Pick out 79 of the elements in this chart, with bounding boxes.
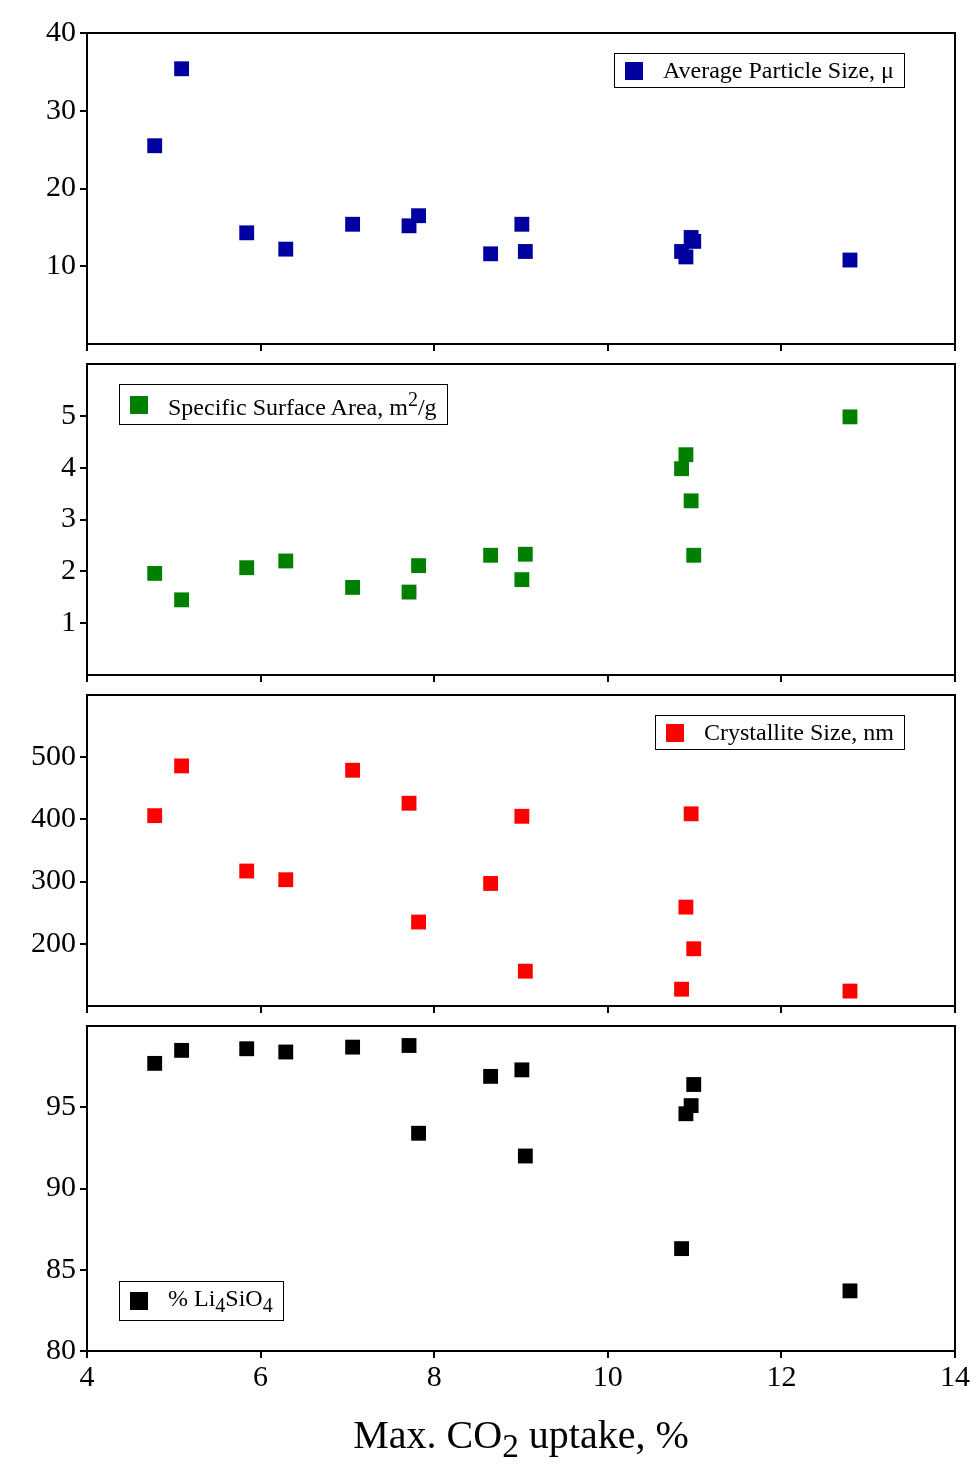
point — [401, 795, 417, 811]
point — [514, 1062, 530, 1078]
point — [239, 1041, 255, 1057]
point — [411, 208, 426, 224]
point — [239, 863, 255, 879]
point — [239, 560, 255, 576]
point — [517, 963, 533, 979]
point — [514, 216, 530, 232]
point — [345, 579, 361, 595]
point — [174, 758, 190, 774]
point — [674, 1241, 690, 1257]
point — [174, 1042, 190, 1058]
point — [686, 941, 702, 957]
point — [411, 914, 426, 930]
point — [278, 241, 294, 257]
point — [345, 1039, 361, 1055]
y-tick-label: 95 — [46, 1088, 76, 1122]
point — [401, 1038, 417, 1053]
point — [278, 1044, 294, 1060]
point — [686, 547, 702, 563]
point — [517, 546, 533, 562]
x-tick-label: 14 — [940, 1358, 970, 1392]
point — [147, 808, 163, 824]
y-tick-label: 4 — [61, 448, 76, 482]
point — [517, 1148, 533, 1164]
point — [483, 246, 499, 262]
x-axis-title: Max. CO$_{2}$ uptake, % — [353, 1411, 689, 1465]
point — [683, 806, 699, 822]
y-tick-label: 90 — [46, 1169, 76, 1203]
legend-label: % Li$_{4}$SiO$_{4}$ — [168, 1285, 273, 1317]
y-tick-label: 85 — [46, 1250, 76, 1284]
point — [147, 565, 163, 581]
y-tick-label: 500 — [31, 738, 76, 772]
legend-label: Average Particle Size, μ — [663, 57, 894, 84]
y-tick-label: 40 — [46, 13, 76, 47]
point — [411, 558, 426, 574]
x-tick-label: 8 — [426, 1358, 442, 1392]
point — [278, 872, 294, 888]
y-tick-label: 5 — [61, 396, 76, 430]
legend-label: Crystallite Size, nm — [704, 719, 894, 746]
point — [678, 447, 694, 463]
x-tick-label: 10 — [592, 1358, 623, 1392]
point — [683, 493, 699, 509]
point — [674, 981, 690, 997]
point — [842, 1283, 858, 1299]
point — [678, 249, 694, 265]
point — [517, 244, 533, 259]
point — [174, 61, 190, 77]
point — [147, 1055, 163, 1071]
point — [686, 1077, 702, 1092]
legend-label: Specific Surface Area, m$^{2}$/g — [168, 388, 437, 421]
point — [842, 409, 858, 425]
point — [174, 592, 190, 608]
point — [514, 572, 530, 588]
y-tick-label: 200 — [31, 924, 76, 958]
point — [483, 1068, 499, 1084]
y-tick-label: 300 — [31, 862, 76, 896]
y-tick-label: 30 — [46, 91, 76, 125]
point — [345, 762, 361, 778]
y-tick-label: 1 — [61, 604, 76, 638]
point — [683, 1098, 699, 1114]
point — [483, 876, 499, 891]
x-tick-label: 6 — [253, 1358, 269, 1392]
y-tick-label: 10 — [46, 247, 76, 281]
point — [674, 461, 690, 477]
point — [514, 808, 530, 824]
y-tick-label: 3 — [61, 500, 76, 534]
x-tick-label: 12 — [766, 1358, 797, 1392]
y-tick-label: 2 — [61, 552, 76, 586]
y-tick-label: 80 — [46, 1331, 76, 1365]
point — [678, 899, 694, 915]
point — [239, 225, 255, 241]
point — [411, 1125, 426, 1141]
point — [278, 553, 294, 569]
point — [147, 138, 163, 154]
point — [483, 547, 499, 563]
y-tick-label: 20 — [46, 169, 76, 203]
y-tick-label: 400 — [31, 800, 76, 834]
point — [345, 216, 361, 232]
